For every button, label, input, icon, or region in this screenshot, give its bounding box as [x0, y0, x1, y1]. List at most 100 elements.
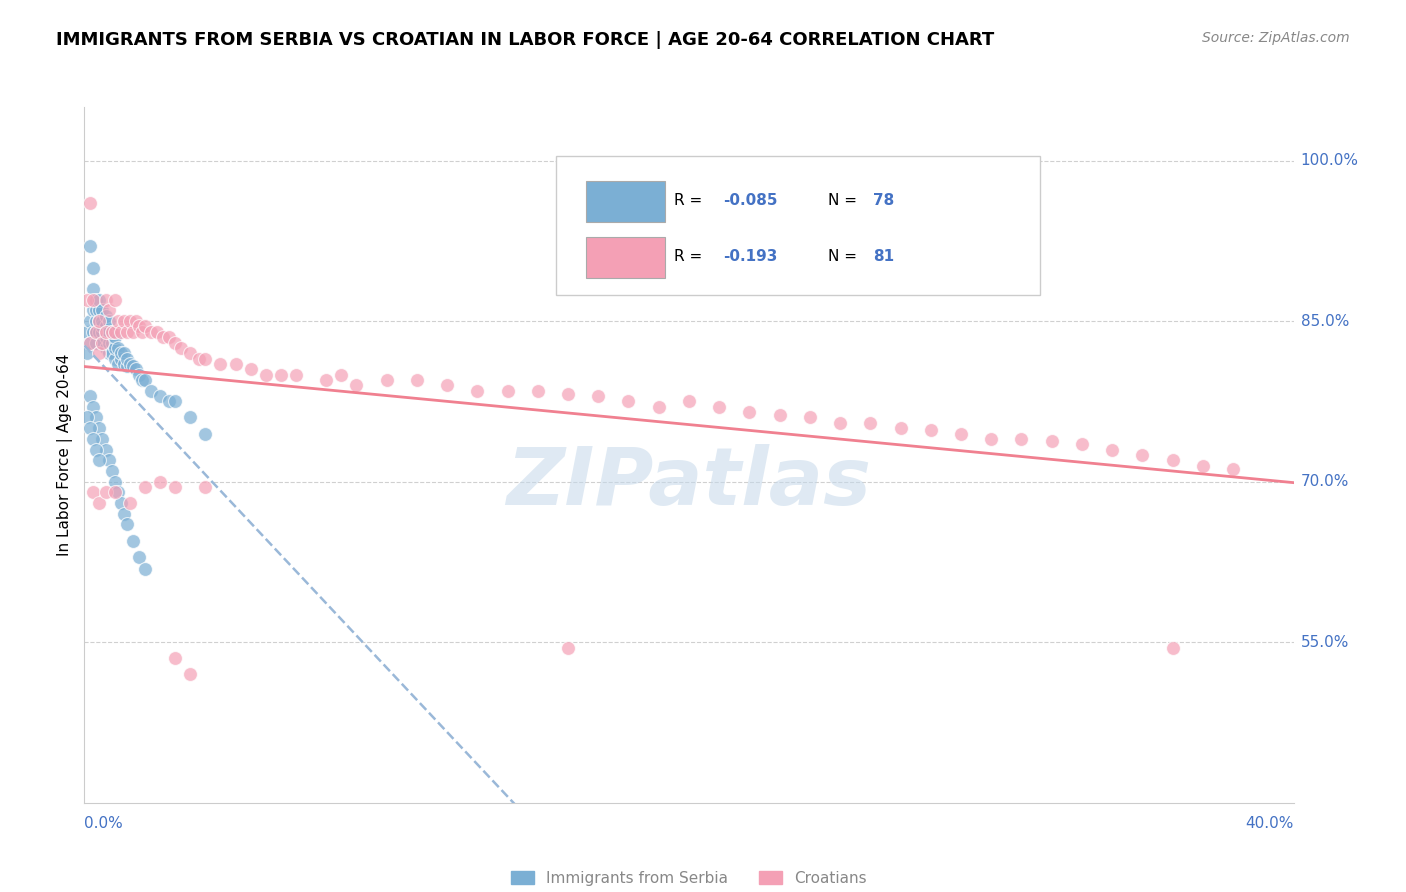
Point [112, 346, 135, 360]
Point [315, 373, 337, 387]
Point [131, 373, 153, 387]
Text: 85.0%: 85.0% [1301, 314, 1348, 328]
Point [121, 533, 143, 548]
Point [79, 335, 101, 350]
Point [125, 362, 148, 376]
Point [557, 640, 579, 655]
Point [94, 341, 117, 355]
Text: IMMIGRANTS FROM SERBIA VS CROATIAN IN LABOR FORCE | AGE 20-64 CORRELATION CHART: IMMIGRANTS FROM SERBIA VS CROATIAN IN LA… [56, 31, 994, 49]
Point [134, 480, 156, 494]
Point [1040, 434, 1063, 448]
Point [94, 319, 117, 334]
Point [121, 359, 143, 373]
Point [104, 485, 127, 500]
Point [86, 410, 108, 425]
Point [346, 378, 368, 392]
Point [436, 378, 458, 392]
Point [104, 351, 127, 366]
Point [209, 357, 232, 371]
Point [496, 384, 519, 398]
Point [157, 330, 180, 344]
Point [225, 357, 247, 371]
Text: N =: N = [828, 194, 862, 209]
Point [1222, 462, 1244, 476]
Text: Source: ZipAtlas.com: Source: ZipAtlas.com [1202, 31, 1350, 45]
Point [194, 480, 217, 494]
Point [94, 330, 117, 344]
Point [115, 325, 138, 339]
Point [709, 400, 731, 414]
Point [91, 325, 114, 339]
Point [100, 325, 122, 339]
Point [76, 325, 98, 339]
Point [94, 485, 117, 500]
Point [89, 325, 111, 339]
Point [82, 293, 104, 307]
Point [94, 325, 117, 339]
Point [859, 416, 882, 430]
Point [89, 314, 111, 328]
Point [112, 314, 135, 328]
Point [79, 335, 101, 350]
Point [115, 351, 138, 366]
Point [128, 549, 150, 564]
Point [254, 368, 277, 382]
Point [100, 335, 122, 350]
Text: R =: R = [675, 194, 707, 209]
Point [100, 346, 122, 360]
Point [79, 314, 101, 328]
Point [678, 394, 700, 409]
Point [1130, 448, 1153, 462]
Point [128, 319, 150, 334]
Point [89, 496, 111, 510]
Point [194, 426, 217, 441]
FancyBboxPatch shape [586, 181, 665, 222]
Text: 78: 78 [873, 194, 894, 209]
Point [239, 362, 262, 376]
Point [920, 423, 942, 437]
Point [89, 293, 111, 307]
Text: N =: N = [828, 249, 862, 264]
Text: -0.193: -0.193 [723, 249, 778, 264]
Point [91, 335, 114, 350]
Y-axis label: In Labor Force | Age 20-64: In Labor Force | Age 20-64 [58, 354, 73, 556]
Point [97, 335, 120, 350]
Point [1010, 432, 1032, 446]
Text: 70.0%: 70.0% [1301, 475, 1348, 489]
Point [980, 432, 1002, 446]
Point [179, 410, 201, 425]
Text: 40.0%: 40.0% [1246, 816, 1294, 831]
Point [118, 357, 141, 371]
Point [91, 432, 114, 446]
Point [76, 346, 98, 360]
Point [118, 314, 141, 328]
Point [121, 325, 143, 339]
Point [1161, 453, 1184, 467]
Point [94, 293, 117, 307]
Point [188, 351, 211, 366]
Text: R =: R = [675, 249, 707, 264]
Point [82, 260, 104, 275]
Point [526, 384, 548, 398]
Point [1071, 437, 1094, 451]
Point [91, 335, 114, 350]
Point [375, 373, 398, 387]
Point [100, 325, 122, 339]
Point [467, 384, 489, 398]
Point [110, 496, 132, 510]
Point [115, 359, 138, 373]
Point [950, 426, 973, 441]
Point [1191, 458, 1213, 473]
Point [89, 346, 111, 360]
Text: 55.0%: 55.0% [1301, 635, 1348, 649]
Point [86, 325, 108, 339]
Point [139, 325, 162, 339]
Point [163, 335, 186, 350]
Point [104, 293, 127, 307]
Point [799, 410, 821, 425]
Point [146, 325, 169, 339]
Point [107, 357, 129, 371]
Point [82, 485, 104, 500]
Point [406, 373, 429, 387]
Point [82, 325, 104, 339]
